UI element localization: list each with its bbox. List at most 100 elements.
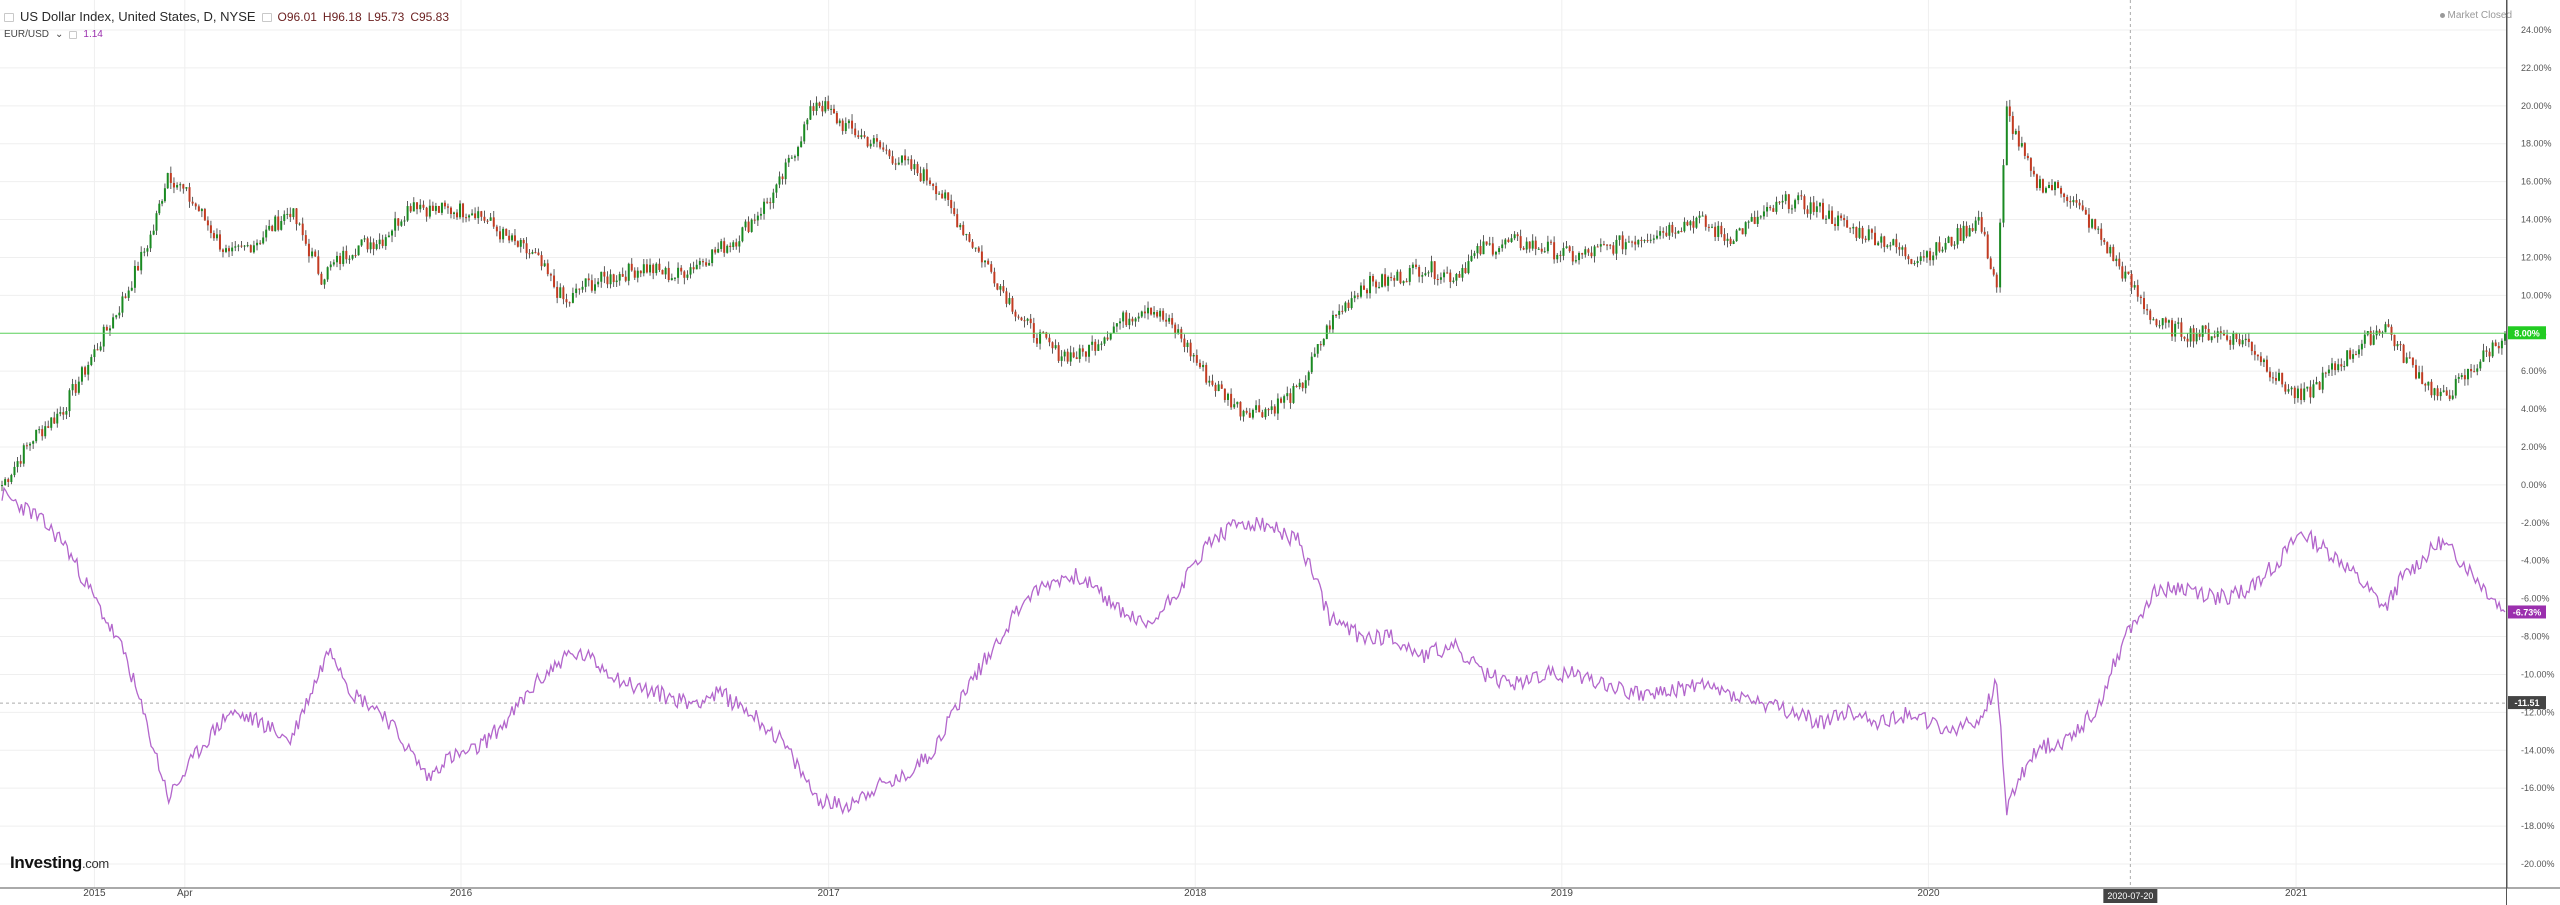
candle-body <box>2271 377 2274 379</box>
candle-body <box>2497 346 2500 349</box>
candle-body <box>1162 310 1165 320</box>
candle-body <box>2355 354 2358 356</box>
candle-body <box>1640 239 1643 241</box>
candle-body <box>1109 333 1112 340</box>
candle-body <box>1449 272 1452 282</box>
candle-body <box>1393 277 1396 281</box>
candle-body <box>1316 344 1319 354</box>
candle-body <box>1421 275 1424 277</box>
candle-body <box>224 248 227 252</box>
candle-body <box>2500 340 2503 349</box>
candle-body <box>1531 240 1534 249</box>
candle-body <box>2213 336 2216 338</box>
candle-body <box>2210 336 2213 341</box>
candle-body <box>1874 232 1877 246</box>
candle-body <box>590 280 593 291</box>
candle-body <box>1054 345 1057 349</box>
candle-body <box>2402 344 2405 363</box>
candle-body <box>790 157 793 159</box>
candle-body <box>511 235 514 241</box>
candle-body <box>314 251 317 257</box>
candle-body <box>166 173 169 189</box>
candle-body <box>1704 215 1707 227</box>
candle-body <box>422 204 425 208</box>
candle-body <box>925 169 928 181</box>
candle-body <box>1983 231 1986 235</box>
candle-body <box>1264 409 1267 418</box>
candle-body <box>1938 242 1941 252</box>
candle-body <box>1436 279 1439 281</box>
candle-body <box>1714 226 1717 237</box>
candle-body <box>1504 239 1507 245</box>
candle-body <box>2470 369 2473 372</box>
candle-body <box>2069 201 2072 203</box>
y-tick-label: 4.00% <box>2521 404 2547 414</box>
candle-body <box>2047 185 2050 189</box>
candle-body <box>2293 387 2296 399</box>
candle-body <box>778 176 781 185</box>
candle-body <box>1806 209 1809 214</box>
candle-body <box>1273 406 1276 414</box>
candle-body <box>1929 251 1932 261</box>
candle-body <box>1683 221 1686 232</box>
candle-body <box>1258 405 1261 413</box>
candle-body <box>735 242 738 247</box>
settings-icon[interactable] <box>69 31 78 39</box>
candle-body <box>1618 235 1621 240</box>
candle-body <box>627 263 630 281</box>
candle-body <box>2390 326 2393 335</box>
candle-body <box>519 240 522 247</box>
candle-body <box>265 229 268 238</box>
collapse-icon[interactable] <box>4 12 14 22</box>
candle-body <box>1023 320 1026 322</box>
candle-body <box>1408 268 1411 282</box>
candle-body <box>298 223 301 225</box>
candle-body <box>1800 195 1803 197</box>
candle-body <box>738 241 741 247</box>
candle-body <box>1818 202 1821 207</box>
candle-body <box>176 185 179 188</box>
candle-body <box>1042 332 1045 334</box>
crosshair-x-badge: 2020-07-20 <box>2107 891 2153 901</box>
candle-body <box>2109 246 2112 254</box>
close-value: C95.83 <box>410 10 450 24</box>
settings-icon[interactable] <box>261 12 272 22</box>
candle-body <box>1646 240 1649 242</box>
candle-body <box>723 241 726 253</box>
candle-body <box>62 412 65 415</box>
candle-body <box>1103 337 1106 344</box>
candle-body <box>1612 245 1615 254</box>
chevron-down-icon[interactable]: ⌄ <box>55 29 64 40</box>
candle-body <box>2186 338 2189 342</box>
candle-body <box>246 245 249 247</box>
candle-body <box>194 203 197 207</box>
candle-body <box>2219 331 2222 334</box>
candle-body <box>609 274 612 285</box>
candle-body <box>594 284 597 291</box>
candle-body <box>1335 314 1338 316</box>
candle-body <box>1562 248 1565 256</box>
crosshair-x-badge-bg <box>2103 889 2158 903</box>
candle-body <box>913 164 916 170</box>
candle-body <box>1039 332 1042 344</box>
candle-body <box>1205 364 1208 383</box>
candle-body <box>965 234 968 236</box>
candle-body <box>916 164 919 174</box>
candle-body <box>2171 320 2174 337</box>
candle-body <box>1781 200 1784 203</box>
candle-body <box>1106 337 1109 340</box>
candle-body <box>1510 238 1513 243</box>
candle-body <box>600 271 603 282</box>
candle-body <box>99 346 102 351</box>
candle-body <box>922 169 925 182</box>
candle-body <box>259 242 262 244</box>
candle-body <box>1344 302 1347 312</box>
candle-body <box>384 237 387 246</box>
candle-body <box>959 224 962 228</box>
candle-body <box>759 213 762 216</box>
candle-body <box>769 202 772 204</box>
candle-body <box>815 102 818 111</box>
candle-body <box>1183 338 1186 347</box>
